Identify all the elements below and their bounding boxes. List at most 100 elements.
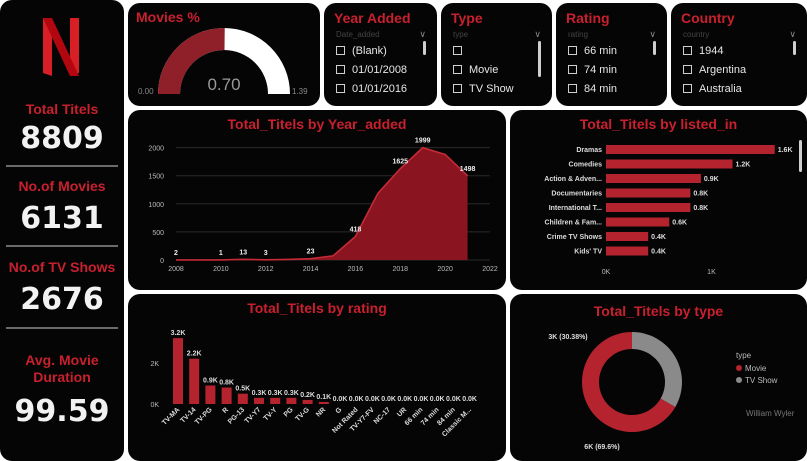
category-label: TV-MA	[161, 406, 181, 426]
slicer-option[interactable]: (Blank)	[336, 44, 387, 58]
bar	[318, 401, 329, 404]
x-tick-label: 2008	[168, 266, 184, 273]
bar	[254, 397, 264, 404]
x-tick-label: 1K	[707, 269, 716, 276]
checkbox[interactable]	[683, 84, 692, 93]
category-label: UR	[396, 406, 408, 418]
checkbox[interactable]	[336, 65, 345, 74]
country-slicer[interactable]: Country country ∨ 1944 Argentina Austral…	[671, 3, 807, 106]
category-label: Children & Fam...	[544, 220, 602, 227]
y-tick-label: 0	[160, 258, 164, 265]
bar	[606, 217, 670, 227]
bar	[606, 145, 775, 154]
year-added-area-chart: 0 500 1000 1500 2000 2008 2010 2012 2014 2016 2018…	[148, 138, 498, 273]
slicer-option[interactable]: Australia	[683, 82, 742, 96]
legend-item-movie[interactable]: Movie	[736, 364, 766, 373]
category-label: NC-17	[373, 406, 392, 425]
slicer-option[interactable]: 66 min	[568, 44, 617, 58]
checkbox[interactable]	[568, 46, 577, 55]
slicer-option[interactable]: 1944	[683, 44, 723, 58]
country-slicer-title: Country	[681, 10, 735, 26]
bar	[606, 232, 649, 241]
slicer-option[interactable]: 74 min	[568, 63, 617, 77]
checkbox[interactable]	[453, 84, 462, 93]
category-label: TV-G	[295, 406, 312, 423]
total-titles-value: 8809	[20, 121, 104, 156]
checkbox[interactable]	[568, 84, 577, 93]
x-tick-label: 2018	[392, 266, 408, 273]
gauge-title: Movies %	[136, 9, 200, 25]
data-label: 2	[174, 250, 178, 257]
chevron-down-icon[interactable]: ∨	[649, 29, 656, 39]
category-label: PG-13	[227, 406, 246, 425]
data-label: 0.9K	[704, 176, 719, 183]
data-label: 1.6K	[778, 147, 793, 154]
chevron-down-icon[interactable]: ∨	[419, 29, 426, 39]
checkbox[interactable]	[683, 46, 692, 55]
legend-item-tv-show[interactable]: TV Show	[736, 376, 777, 385]
chevron-down-icon[interactable]: ∨	[534, 29, 541, 39]
data-label: 0.0K	[414, 396, 429, 403]
type-slicer-title: Type	[451, 10, 483, 26]
scrollbar[interactable]	[538, 41, 541, 77]
data-label: 0.8K	[693, 205, 708, 212]
data-label: 13	[239, 249, 247, 256]
slicer-option[interactable]: Movie	[453, 63, 498, 77]
data-label: 1625	[392, 159, 408, 166]
checkbox[interactable]	[336, 84, 345, 93]
year-added-slicer[interactable]: Year Added Date_added ∨ (Blank) 01/01/20…	[324, 3, 437, 106]
bar	[189, 358, 200, 404]
movies-count-value: 6131	[20, 201, 104, 236]
netflix-logo-icon	[43, 18, 79, 76]
data-label: 0.3K	[268, 390, 283, 397]
total-titles-label: Total Titels	[25, 101, 99, 117]
slicer-option[interactable]: Argentina	[683, 63, 746, 77]
x-tick-label: 0K	[602, 269, 611, 276]
bar	[205, 385, 216, 404]
gauge-fill	[158, 28, 225, 95]
gauge-min: 0.00	[138, 87, 154, 96]
slicer-option[interactable]: TV Show	[453, 82, 514, 96]
checkbox[interactable]	[453, 46, 462, 55]
chart-title: Total_Titels by Year_added	[227, 116, 407, 132]
x-tick-label: 2010	[213, 266, 229, 273]
checkbox[interactable]	[683, 65, 692, 74]
bar	[606, 188, 691, 198]
data-label: 0.0K	[349, 396, 364, 403]
rating-bar-chart: 0K2K3.2KTV-MA2.2KTV-140.9KTV-PG0.8KR0.5K…	[150, 330, 477, 438]
slicer-option[interactable]	[453, 44, 469, 58]
data-label: 0.3K	[252, 390, 267, 397]
data-label: 0.8K	[219, 380, 234, 387]
x-tick-label: 2014	[303, 266, 319, 273]
scrollbar[interactable]	[653, 41, 656, 55]
year-added-slicer-title: Year Added	[334, 10, 411, 26]
chevron-down-icon[interactable]: ∨	[789, 29, 796, 39]
bar	[286, 397, 297, 404]
slicer-field-name: type	[453, 30, 469, 39]
listed-in-chart-card: Total_Titels by listed_in Dramas 1.6K Come…	[510, 110, 807, 290]
slicer-option[interactable]: 01/01/2016	[336, 82, 407, 96]
category-label: TV-Y	[263, 406, 279, 422]
scrollbar[interactable]	[799, 140, 802, 172]
scrollbar[interactable]	[423, 41, 426, 55]
data-label: 0.3K	[284, 390, 299, 397]
checkbox[interactable]	[568, 65, 577, 74]
slicer-field-name: rating	[568, 30, 589, 39]
checkbox[interactable]	[453, 65, 462, 74]
scrollbar[interactable]	[793, 41, 796, 55]
y-tick-label: 2000	[148, 146, 164, 153]
slicer-option[interactable]: 84 min	[568, 82, 617, 96]
slicer-option[interactable]: 01/01/2008	[336, 63, 407, 77]
series-line	[176, 146, 469, 261]
category-label: NR	[315, 406, 327, 418]
rating-slicer[interactable]: Rating rating ∨ 66 min 74 min 84 min	[556, 3, 667, 106]
bar	[173, 338, 183, 404]
data-label: 1999	[415, 138, 431, 145]
y-tick-label: 0K	[150, 402, 159, 409]
slicer-field-name: country	[683, 30, 710, 39]
x-tick-label: 2022	[482, 266, 498, 273]
data-label: 0.4K	[651, 234, 666, 241]
chart-title: Total_Titels by rating	[247, 300, 387, 316]
checkbox[interactable]	[336, 46, 345, 55]
type-slicer[interactable]: Type type ∨ Movie TV Show	[441, 3, 552, 106]
